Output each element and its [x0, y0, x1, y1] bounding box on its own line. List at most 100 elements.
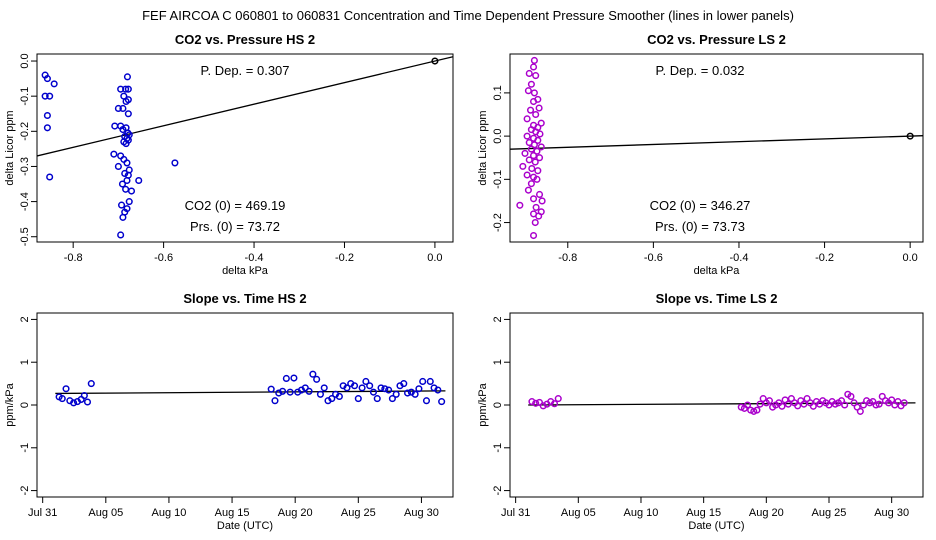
annotation-pdep: P. Dep. = 0.032 — [655, 63, 744, 78]
data-point — [373, 395, 381, 403]
data-point — [320, 384, 328, 392]
data-point — [529, 97, 538, 106]
data-point — [530, 89, 538, 97]
y-tick-label: 0 — [492, 402, 504, 408]
data-point — [525, 69, 533, 77]
data-point — [523, 132, 531, 140]
x-tick-label: -0.6 — [154, 252, 173, 264]
data-point — [316, 390, 324, 398]
annotation-co2: CO2 (0) = 469.19 — [185, 198, 286, 213]
data-point — [434, 386, 442, 394]
data-point — [43, 124, 51, 132]
data-point — [369, 388, 378, 396]
x-tick-label: -0.4 — [245, 252, 264, 264]
data-point — [875, 400, 883, 408]
data-point — [125, 198, 133, 206]
y-tick-label: -2 — [492, 486, 504, 496]
data-point — [80, 392, 88, 400]
data-point — [83, 398, 92, 406]
y-axis-label: ppm/kPa — [477, 382, 489, 426]
data-point — [335, 392, 343, 400]
data-point — [124, 85, 132, 93]
data-point — [282, 374, 290, 383]
data-point — [536, 130, 544, 138]
data-point — [358, 384, 366, 392]
x-tick-label: Aug 25 — [812, 507, 847, 519]
data-point — [528, 398, 536, 406]
x-tick-label: Aug 30 — [874, 507, 909, 519]
x-axis-label: delta kPa — [694, 265, 741, 277]
y-tick-label: -0.1 — [19, 87, 31, 106]
x-tick-label: Jul 31 — [501, 507, 530, 519]
x-tick-label: Aug 15 — [215, 507, 250, 519]
data-point — [290, 374, 298, 382]
data-point — [529, 63, 538, 71]
y-axis-label: delta Licor ppm — [4, 110, 16, 185]
data-point — [778, 402, 786, 410]
x-tick-label: Aug 10 — [624, 507, 659, 519]
x-axis-label: Date (UTC) — [688, 520, 744, 532]
x-tick-label: Aug 15 — [686, 507, 721, 519]
data-point — [305, 387, 313, 395]
figure-title: FEF AIRCOA C 060801 to 060831 Concentrat… — [142, 8, 794, 23]
y-tick-label: -0.5 — [19, 227, 31, 246]
data-point — [525, 156, 533, 164]
data-point — [841, 401, 849, 409]
y-tick-label: 1 — [19, 359, 31, 365]
data-point — [532, 110, 540, 119]
data-point — [524, 87, 532, 95]
data-point — [313, 375, 321, 383]
x-tick-label: Aug 05 — [88, 507, 123, 519]
data-point — [122, 140, 130, 148]
data-point — [532, 72, 540, 80]
y-tick-label: -0.4 — [19, 192, 31, 211]
plot-frame — [36, 312, 454, 498]
x-tick-label: Aug 20 — [278, 507, 313, 519]
data-point — [550, 400, 559, 408]
y-tick-label: -1 — [492, 443, 504, 453]
data-point — [535, 212, 543, 220]
panel-title: Slope vs. Time LS 2 — [656, 291, 778, 306]
panel-hs-slope-time: Slope vs. Time HS 2 Jul 31 Aug 05 Aug 10 Aug… — [4, 291, 454, 532]
annotation-prs: Prs. (0) = 73.72 — [190, 219, 280, 234]
y-tick-label: -0.1 — [492, 170, 504, 189]
x-tick-label: Aug 10 — [151, 507, 186, 519]
data-point — [50, 80, 58, 88]
data-point — [123, 159, 131, 167]
y-axis-label: delta Licor ppm — [477, 110, 489, 185]
data-point — [753, 406, 761, 414]
data-point — [377, 384, 385, 392]
data-point — [119, 126, 127, 134]
x-tick-label: Jul 31 — [28, 507, 57, 519]
x-tick-label: -0.2 — [335, 252, 354, 264]
data-point — [535, 398, 544, 406]
data-point — [523, 171, 531, 179]
x-tick-label: 0.0 — [427, 252, 442, 264]
data-point — [888, 396, 896, 404]
data-point — [784, 400, 792, 408]
data-point — [41, 92, 49, 100]
panel-title: CO2 vs. Pressure HS 2 — [175, 32, 315, 47]
x-tick-label: -0.8 — [558, 252, 577, 264]
y-tick-label: -1 — [19, 443, 31, 453]
data-point — [122, 185, 130, 193]
panel-title: Slope vs. Time HS 2 — [183, 291, 306, 306]
x-tick-label: Aug 30 — [404, 507, 439, 519]
x-tick-label: Aug 20 — [749, 507, 784, 519]
data-point — [872, 401, 880, 409]
data-point — [114, 162, 122, 170]
data-point — [122, 97, 130, 105]
plot-frame — [509, 53, 924, 243]
data-point — [411, 390, 419, 398]
data-point — [122, 85, 130, 93]
data-point — [438, 398, 446, 406]
data-point — [534, 136, 542, 144]
data-point — [271, 397, 279, 405]
fit-line — [37, 56, 453, 157]
y-tick-label: 1 — [492, 359, 504, 365]
data-point — [279, 387, 287, 395]
data-point — [529, 152, 538, 160]
data-point — [343, 384, 351, 392]
y-tick-label: -0.2 — [19, 122, 31, 141]
